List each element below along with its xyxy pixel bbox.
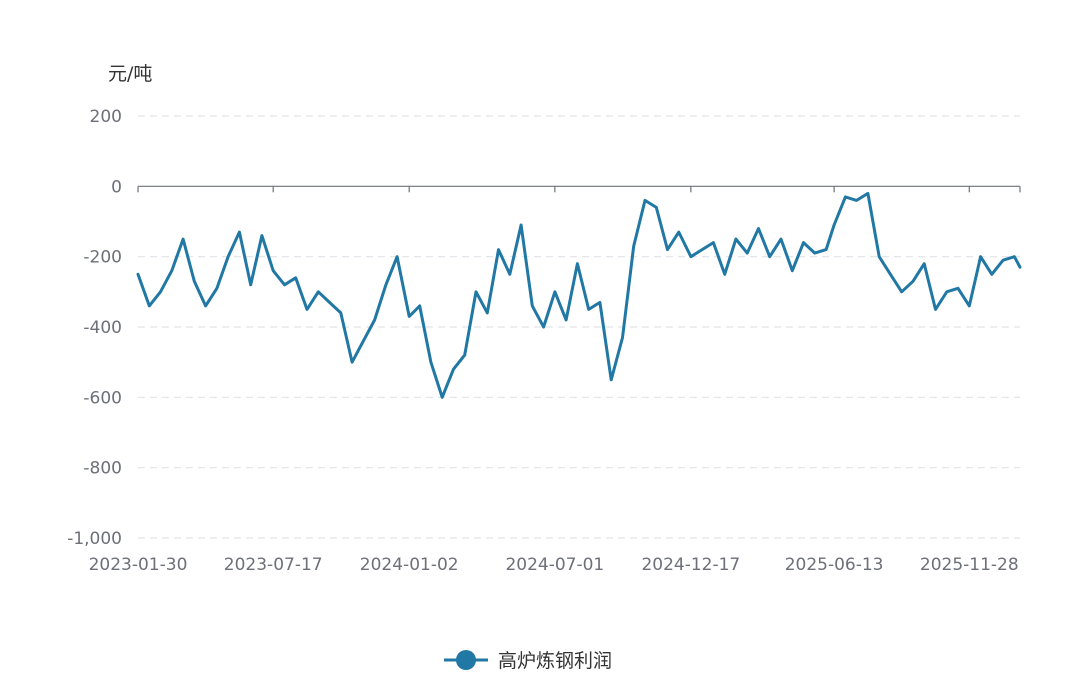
grid-lines: [138, 115, 1020, 539]
y-tick-label: -800: [83, 459, 122, 479]
legend-marker-icon: [456, 650, 476, 670]
x-tick-label: 2024-01-02: [360, 555, 459, 575]
y-axis-tick-labels: 200 0 -200 -400 -600 -800 -1,000: [67, 107, 122, 549]
y-tick-label: -200: [83, 248, 122, 268]
x-tick-label: 2025-06-13: [785, 555, 884, 575]
x-tick-label: 2025-11-28: [920, 555, 1019, 575]
x-axis-tick-labels: 2023-01-30 2023-07-17 2024-01-02 2024-07-01…: [89, 555, 1019, 575]
x-tick-label: 2024-12-17: [641, 555, 740, 575]
series-layer: [136, 191, 1022, 399]
legend[interactable]: 高炉炼钢利润: [444, 650, 612, 672]
y-tick-label: 200: [90, 107, 122, 127]
x-axis: [137, 185, 1021, 193]
y-axis-unit-label: 元/吨: [108, 63, 152, 85]
x-tick-label: 2024-07-01: [505, 555, 604, 575]
y-tick-label: -400: [83, 318, 122, 338]
y-tick-label: -1,000: [67, 529, 122, 549]
x-tick-label: 2023-07-17: [224, 555, 323, 575]
x-tick-label: 2023-01-30: [89, 555, 188, 575]
y-tick-label: -600: [83, 388, 122, 408]
legend-label: 高炉炼钢利润: [498, 650, 612, 672]
series-line-blast-furnace-profit: [136, 191, 1022, 399]
y-tick-label: 0: [111, 177, 122, 197]
